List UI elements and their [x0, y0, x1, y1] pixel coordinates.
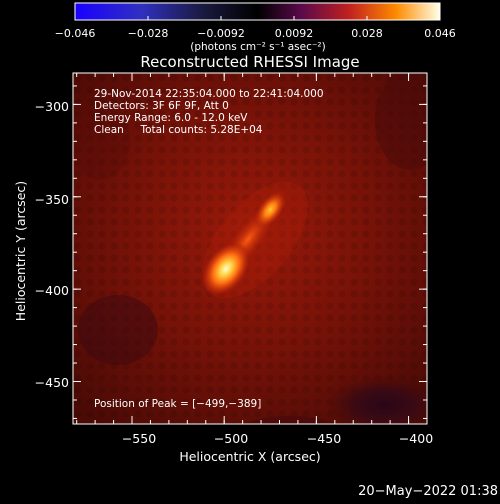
y-axis-label: Heliocentric Y (arcsec)	[13, 181, 28, 321]
heatmap-image	[73, 73, 427, 424]
x-tick-label: −550	[122, 431, 156, 446]
chart-title: Reconstructed RHESSI Image	[140, 53, 359, 71]
secondary-source	[253, 190, 287, 229]
colorbar-tick-label: −0.028	[128, 27, 169, 40]
info-annotation: 29-Nov-2014 22:35:04.000 to 22:41:04.000…	[94, 88, 324, 136]
peak-position-label: Position of Peak = [−499,−389]	[94, 398, 261, 410]
colorbar-unit-label: (photons cm⁻² s⁻¹ asec⁻²)	[190, 41, 325, 53]
x-axis-label: Heliocentric X (arcsec)	[179, 449, 320, 464]
y-tick-label: −300	[35, 99, 69, 114]
colorbar-tick-label: 0.046	[424, 27, 456, 40]
colorbar-tick-label: −0.0092	[197, 27, 245, 40]
colorbar-tick-label: 0.028	[351, 27, 383, 40]
x-tick-label: −450	[307, 431, 341, 446]
colorbar-tick-label: −0.046	[55, 27, 96, 40]
info-line-time: 29-Nov-2014 22:35:04.000 to 22:41:04.000	[94, 88, 324, 100]
axes-ticks	[73, 73, 428, 424]
footer-date: 20−May−2022 01:38	[358, 484, 498, 499]
primary-source-peak	[201, 241, 251, 296]
info-line-detectors: Detectors: 3F 6F 9F, Att 0	[94, 100, 229, 112]
x-tick-label: −400	[399, 431, 433, 446]
colorbar-ticks	[74, 16, 441, 20]
colorbar-gradient	[74, 2, 441, 21]
plot-frame	[72, 72, 428, 425]
y-tick-label: −350	[35, 192, 69, 207]
colorbar: −0.046 −0.028 −0.0092 0.0092 0.028 0.046…	[55, 2, 456, 53]
x-tick-label: −500	[214, 431, 248, 446]
y-tick-label: −450	[35, 375, 69, 390]
colorbar-tick-label: 0.0092	[275, 27, 314, 40]
source-layer	[201, 190, 287, 296]
info-line-clean: Clean Total counts: 5.28E+04	[94, 124, 263, 136]
info-line-energy: Energy Range: 6.0 - 12.0 keV	[94, 112, 248, 124]
y-tick-label: −400	[35, 283, 69, 298]
